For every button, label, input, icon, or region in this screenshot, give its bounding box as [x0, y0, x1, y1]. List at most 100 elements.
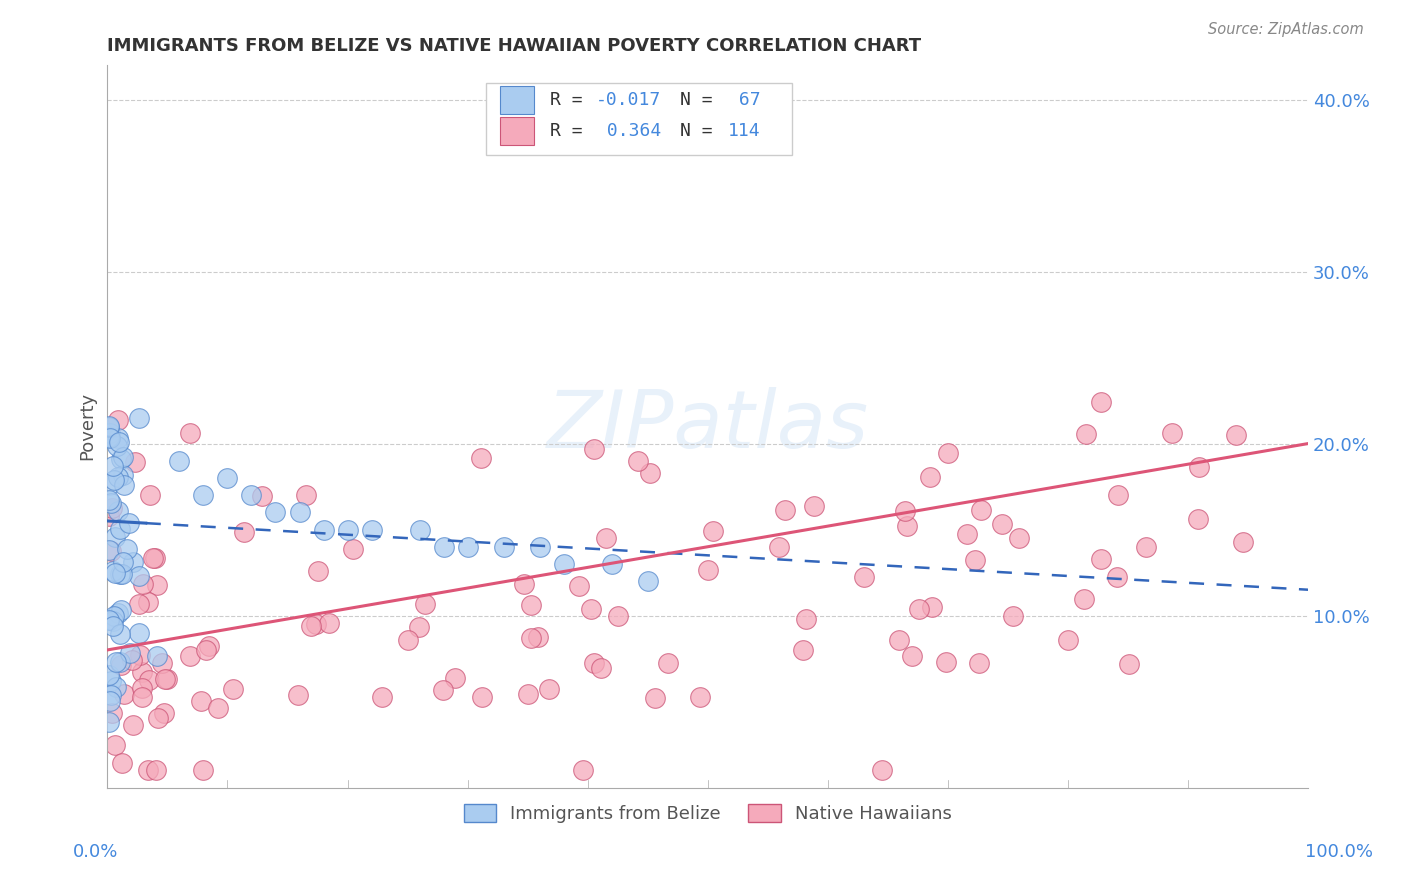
Point [492, 540, 515, 554]
Legend: Immigrants from Belize, Native Hawaiians: Immigrants from Belize, Native Hawaiians [457, 797, 959, 830]
Point [98, 425, 121, 440]
Point [152, 656, 174, 670]
Point [107, 470, 129, 484]
Point [112, 477, 135, 491]
Point [896, 519, 918, 533]
Point [457, 540, 479, 554]
Point [139, 488, 162, 502]
Point [110, 657, 132, 672]
Point [179, 649, 201, 664]
Point [794, 612, 817, 626]
Point [1074, 426, 1097, 441]
Text: -0.017: -0.017 [596, 91, 661, 109]
Point [118, 516, 141, 531]
Point [607, 608, 630, 623]
Point [696, 563, 718, 577]
Point [413, 597, 436, 611]
Text: 0.0%: 0.0% [73, 843, 118, 861]
Point [432, 683, 454, 698]
Point [264, 505, 287, 519]
Point [193, 488, 215, 502]
Point [1073, 592, 1095, 607]
Point [307, 564, 329, 578]
Point [108, 435, 131, 450]
Point [108, 626, 131, 640]
Text: R =: R = [551, 91, 593, 109]
Point [118, 647, 141, 661]
Point [121, 653, 143, 667]
Point [1135, 540, 1157, 554]
Text: IMMIGRANTS FROM BELIZE VS NATIVE HAWAIIAN POVERTY CORRELATION CHART: IMMIGRANTS FROM BELIZE VS NATIVE HAWAIIA… [107, 37, 921, 55]
Point [360, 523, 382, 537]
Text: 114: 114 [728, 122, 761, 140]
Point [250, 489, 273, 503]
Point [103, 608, 125, 623]
Point [963, 552, 986, 566]
Text: 67: 67 [728, 91, 761, 109]
Point [97, 420, 120, 434]
Point [107, 412, 129, 426]
Point [537, 681, 560, 696]
Point [582, 442, 605, 456]
Point [240, 488, 263, 502]
Text: Source: ZipAtlas.com: Source: ZipAtlas.com [1208, 22, 1364, 37]
Point [396, 633, 419, 648]
Point [1057, 633, 1080, 648]
FancyBboxPatch shape [501, 117, 534, 145]
Point [104, 738, 127, 752]
Point [232, 524, 254, 539]
Point [318, 615, 340, 630]
Point [131, 690, 153, 704]
Point [98, 431, 121, 445]
Point [101, 500, 124, 515]
Point [513, 577, 536, 591]
Point [517, 686, 540, 700]
Point [1008, 532, 1031, 546]
Point [936, 446, 959, 460]
Point [103, 619, 125, 633]
Point [111, 567, 134, 582]
Point [143, 550, 166, 565]
Point [112, 687, 135, 701]
Point [529, 540, 551, 554]
Point [156, 672, 179, 686]
Point [1107, 488, 1129, 502]
Point [444, 671, 467, 685]
Point [122, 718, 145, 732]
Point [115, 541, 138, 556]
Point [908, 602, 931, 616]
Point [637, 574, 659, 588]
Text: N =: N = [681, 122, 724, 140]
Point [1090, 552, 1112, 566]
Point [1187, 512, 1209, 526]
Point [1118, 657, 1140, 671]
Point [920, 470, 942, 484]
Point [519, 598, 541, 612]
Point [792, 643, 814, 657]
Point [222, 681, 245, 696]
Point [131, 665, 153, 680]
FancyBboxPatch shape [501, 87, 534, 113]
Point [108, 522, 131, 536]
Point [146, 578, 169, 592]
Point [122, 555, 145, 569]
Point [1160, 426, 1182, 441]
Point [640, 466, 662, 480]
Point [105, 680, 128, 694]
Point [132, 576, 155, 591]
Point [146, 711, 169, 725]
Point [1225, 428, 1247, 442]
Point [207, 701, 229, 715]
Point [956, 527, 979, 541]
Point [408, 620, 430, 634]
Point [103, 458, 125, 473]
Point [104, 530, 127, 544]
Text: 0.364: 0.364 [596, 122, 661, 140]
Point [97, 614, 120, 628]
Point [110, 603, 132, 617]
Point [112, 467, 135, 482]
Point [294, 488, 316, 502]
Point [198, 639, 221, 653]
Point [768, 540, 790, 554]
Point [803, 500, 825, 514]
